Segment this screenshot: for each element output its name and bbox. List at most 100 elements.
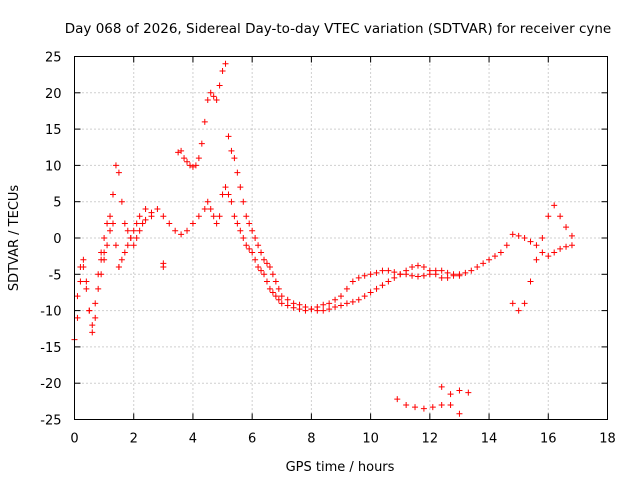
x-axis-label: GPS time / hours	[286, 460, 395, 475]
data-point	[266, 285, 273, 292]
data-point	[189, 163, 196, 170]
y-tick-label: -20	[40, 377, 61, 392]
data-point	[136, 227, 143, 234]
y-tick-label: -15	[40, 341, 61, 356]
gridlines	[74, 56, 608, 420]
data-point	[314, 307, 321, 314]
data-point	[563, 224, 570, 231]
data-point	[272, 278, 279, 285]
data-point	[192, 162, 199, 169]
x-tick-label: 14	[481, 432, 498, 447]
data-point	[234, 169, 241, 176]
data-point	[456, 271, 463, 278]
data-point	[121, 220, 128, 227]
data-point	[429, 404, 436, 411]
data-point	[95, 285, 102, 292]
data-point	[89, 322, 96, 329]
data-point	[385, 267, 392, 274]
data-point	[373, 269, 380, 276]
y-tick-label: -10	[40, 305, 61, 320]
data-point	[533, 256, 540, 263]
data-point	[438, 274, 445, 281]
y-tick-label: 0	[53, 232, 61, 247]
data-point	[228, 147, 235, 154]
data-point	[222, 184, 229, 191]
data-point	[261, 271, 268, 278]
data-point	[184, 227, 191, 234]
data-point	[255, 264, 262, 271]
data-point	[255, 242, 262, 249]
series-trace-d	[394, 383, 472, 417]
data-point	[568, 242, 575, 249]
data-point	[213, 220, 220, 227]
data-point	[240, 235, 247, 241]
data-point	[503, 242, 510, 249]
data-point	[355, 274, 362, 281]
data-point	[112, 162, 119, 169]
data-point	[332, 296, 339, 303]
data-point	[379, 282, 386, 289]
data-point	[240, 198, 247, 205]
data-point	[186, 162, 193, 169]
data-point	[172, 227, 179, 234]
data-point	[438, 401, 445, 408]
data-point	[178, 231, 185, 238]
data-point	[444, 274, 451, 281]
data-point	[92, 314, 99, 321]
data-point	[130, 242, 137, 249]
data-point	[275, 285, 282, 292]
data-point	[355, 296, 362, 303]
data-point	[213, 97, 220, 104]
data-point	[275, 296, 282, 303]
data-point	[403, 401, 410, 408]
data-point	[349, 278, 356, 285]
y-tick-label: 5	[53, 196, 61, 211]
data-point	[136, 213, 143, 220]
data-point	[557, 245, 564, 252]
data-point	[198, 140, 205, 147]
data-point	[107, 213, 114, 220]
data-point	[269, 289, 276, 296]
data-point	[178, 147, 185, 154]
x-tick-label: 10	[362, 432, 379, 447]
data-point	[109, 191, 116, 198]
data-point	[243, 213, 250, 220]
data-point	[204, 97, 211, 104]
data-point	[101, 235, 108, 241]
y-tick-label: 20	[45, 87, 62, 102]
data-point	[243, 242, 250, 249]
data-point	[468, 267, 475, 274]
data-point	[412, 404, 419, 411]
data-point	[124, 227, 131, 234]
data-point	[486, 256, 493, 263]
data-point	[142, 205, 149, 212]
data-point	[296, 301, 303, 308]
data-point	[160, 260, 167, 267]
data-point	[112, 242, 119, 249]
series-trace-e	[98, 249, 167, 278]
plot-frame	[74, 56, 608, 420]
x-tick-label: 6	[248, 432, 256, 447]
data-point	[551, 202, 558, 209]
data-point	[225, 133, 232, 140]
data-point	[438, 383, 445, 390]
data-point	[219, 191, 226, 198]
data-point	[338, 302, 344, 309]
data-point	[361, 293, 368, 300]
chart-title: Day 068 of 2026, Sidereal Day-to-day VTE…	[65, 21, 611, 37]
data-point	[320, 307, 327, 314]
data-point	[74, 314, 81, 321]
data-point	[497, 249, 504, 256]
data-point	[133, 235, 140, 241]
data-point	[409, 272, 416, 279]
data-point	[207, 205, 214, 212]
data-point	[263, 278, 270, 285]
data-point	[332, 303, 339, 310]
data-point	[456, 387, 463, 394]
data-point	[539, 235, 546, 241]
data-point	[246, 245, 253, 252]
x-tick-label: 8	[307, 432, 315, 447]
data-point	[391, 269, 398, 276]
data-point	[219, 68, 226, 75]
